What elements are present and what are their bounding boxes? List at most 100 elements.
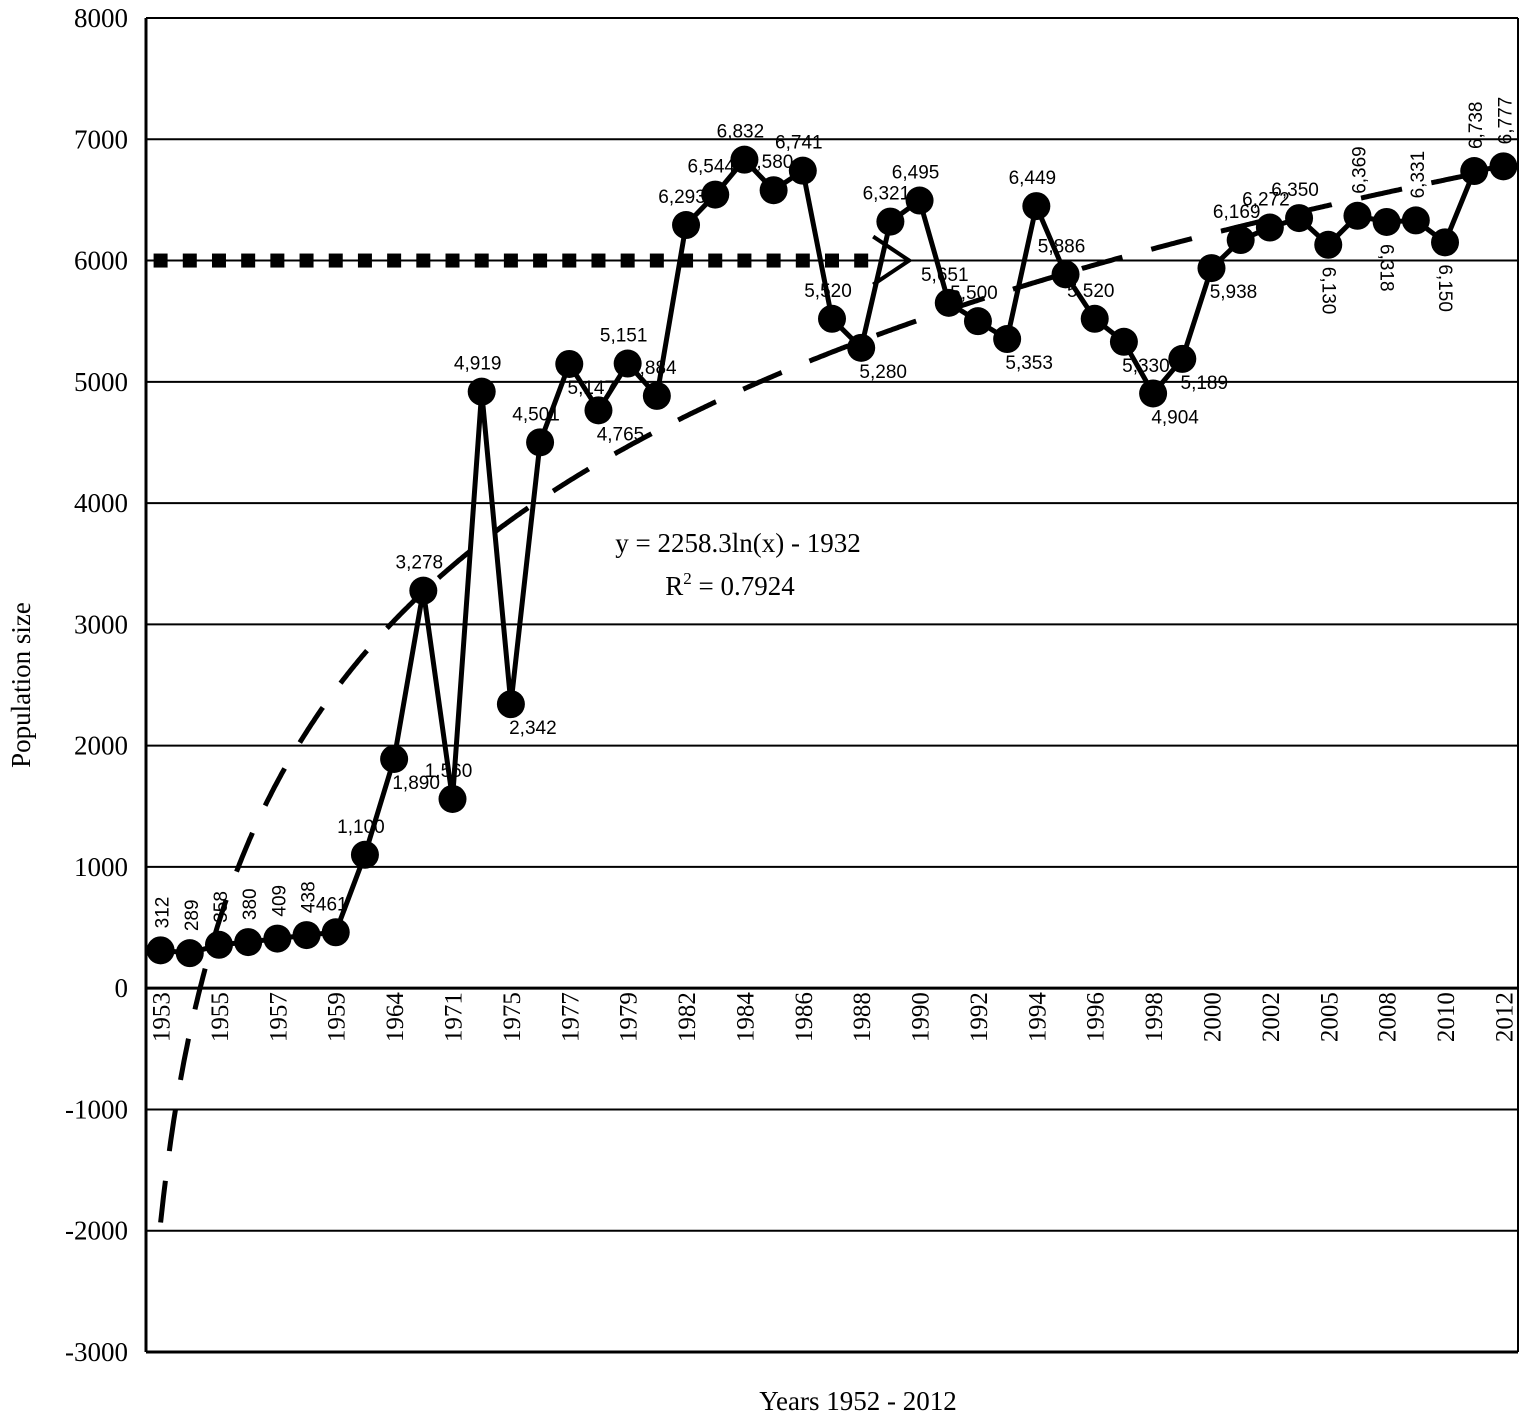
data-point	[438, 784, 467, 813]
y-tick-label: 7000	[74, 124, 128, 154]
data-point	[1051, 260, 1080, 289]
data-point	[1460, 157, 1489, 186]
x-tick-label: 2012	[1491, 992, 1518, 1042]
data-label: 4,919	[454, 354, 502, 375]
data-label: 6,293	[658, 187, 706, 208]
data-label: 6,449	[1009, 168, 1057, 189]
x-tick-label: 1984	[732, 992, 759, 1043]
data-point	[380, 744, 409, 773]
reference-marker	[387, 253, 402, 268]
x-tick-label: 1964	[382, 992, 409, 1043]
data-label: 5,280	[859, 362, 907, 383]
x-tick-label: 2008	[1375, 992, 1402, 1042]
data-label: 6,832	[717, 122, 765, 143]
data-point	[1226, 226, 1255, 255]
reference-line	[153, 234, 913, 287]
data-point	[555, 349, 584, 378]
x-tick-label: 1996	[1083, 992, 1110, 1042]
data-label: 358	[211, 891, 232, 923]
y-tick-labels: 8000 7000 6000 5000 4000 3000 2000 1000 0 -1000 -2…	[65, 3, 128, 1367]
x-tick-label: 1994	[1024, 992, 1051, 1043]
data-label: 6,130	[1317, 267, 1338, 315]
axes	[144, 17, 1519, 1354]
data-label: 5,886	[1038, 236, 1086, 257]
data-label: 1,100	[337, 817, 385, 838]
data-point	[1372, 207, 1401, 236]
y-tick-label: 0	[115, 973, 129, 1003]
data-point	[1139, 379, 1168, 408]
data-point	[1314, 230, 1343, 259]
data-label: 3,278	[396, 553, 444, 574]
data-label: 5,330	[1122, 356, 1170, 377]
data-label: 5,651	[921, 265, 969, 286]
data-point	[263, 924, 292, 953]
x-tick-labels: 1953 1955 1957 1959 1964 1971 1975 1977 1979 1982…	[149, 992, 1519, 1043]
data-point	[672, 211, 701, 240]
data-label: 6,369	[1349, 146, 1370, 194]
x-tick-label: 2000	[1199, 992, 1226, 1042]
data-series	[146, 145, 1518, 968]
data-point	[1255, 213, 1284, 242]
data-label: 4,765	[597, 424, 645, 445]
data-label: 2,342	[509, 718, 557, 739]
trend-r2: R2 = 0.7924	[665, 569, 795, 601]
data-point	[963, 307, 992, 336]
data-label: 5,189	[1181, 373, 1229, 394]
x-tick-label: 1971	[441, 992, 468, 1042]
data-label: 1,890	[392, 773, 440, 794]
data-label: 6,150	[1434, 264, 1455, 312]
data-point	[847, 333, 876, 362]
data-label: 6,738	[1466, 101, 1487, 149]
x-tick-label: 2002	[1258, 992, 1285, 1042]
data-point	[818, 304, 846, 333]
y-tick-label: -1000	[65, 1094, 128, 1124]
y-tick-label: 1000	[74, 852, 128, 882]
reference-marker	[737, 253, 752, 268]
data-point	[350, 840, 379, 869]
x-tick-label: 1990	[908, 992, 935, 1042]
data-point	[759, 176, 788, 205]
data-label: 6,580	[746, 152, 794, 173]
x-tick-label: 1992	[966, 992, 993, 1042]
x-tick-label: 1977	[557, 992, 584, 1042]
data-label: 6,544	[687, 157, 735, 178]
data-point	[292, 921, 321, 950]
data-point	[1401, 206, 1430, 235]
reference-marker	[795, 253, 810, 268]
data-label: 380	[240, 888, 261, 920]
reference-marker	[562, 253, 577, 268]
data-label: 5,147	[568, 378, 616, 399]
x-tick-label: 1982	[674, 992, 701, 1042]
trend-equation: y = 2258.3ln(x) - 1932	[615, 528, 860, 558]
reference-marker	[153, 253, 168, 268]
data-point	[496, 690, 525, 719]
data-point	[788, 156, 817, 185]
data-label: 6,495	[892, 163, 940, 184]
data-label: 438	[299, 881, 320, 913]
y-tick-label: -2000	[65, 1216, 128, 1246]
trendline	[158, 165, 1504, 1223]
reference-marker	[211, 253, 226, 268]
data-label: 5,520	[804, 281, 852, 302]
x-tick-label: 1975	[499, 992, 526, 1042]
data-label: 461	[316, 894, 348, 915]
x-tick-label: 1988	[849, 992, 876, 1042]
reference-marker	[854, 253, 869, 268]
reference-marker	[357, 253, 372, 268]
reference-marker	[825, 253, 839, 268]
data-point	[467, 377, 496, 406]
data-label: 6,741	[775, 133, 823, 154]
x-tick-label: 1955	[207, 992, 234, 1042]
data-point	[1431, 228, 1460, 257]
y-tick-label: -3000	[65, 1337, 128, 1367]
data-label: 4,501	[512, 404, 560, 425]
data-point	[321, 918, 350, 947]
reference-marker	[474, 253, 489, 268]
x-tick-label: 1959	[324, 992, 351, 1042]
reference-marker	[182, 253, 197, 268]
data-point	[146, 936, 175, 965]
reference-marker	[649, 253, 664, 268]
reference-marker	[299, 253, 314, 268]
reference-marker	[416, 253, 431, 268]
